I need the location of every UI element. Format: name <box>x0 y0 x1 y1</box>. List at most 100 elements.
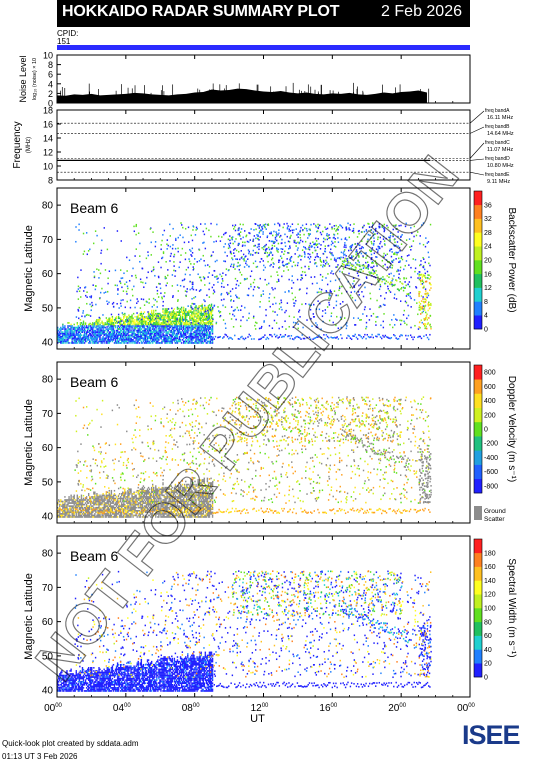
power-cell <box>179 314 182 317</box>
vel-cell <box>82 500 85 503</box>
power-cell <box>100 339 102 341</box>
power-cell <box>291 265 293 268</box>
power-cell <box>129 338 131 340</box>
power-cell <box>119 334 122 337</box>
power-cell <box>284 241 286 244</box>
power-cell <box>144 340 147 343</box>
power-cell <box>162 300 164 303</box>
power-cell <box>124 323 126 326</box>
power-cell <box>149 320 152 323</box>
power-cell <box>150 323 153 326</box>
power-cell <box>273 296 276 299</box>
power-cell <box>407 334 409 337</box>
power-cell <box>378 333 381 336</box>
power-cell <box>150 319 153 321</box>
power-cell <box>194 308 196 310</box>
power-cell <box>98 316 100 319</box>
power-cell <box>156 322 158 324</box>
power-cell <box>127 319 129 321</box>
power-cell <box>175 342 178 344</box>
power-cell <box>405 222 407 225</box>
power-cell <box>264 249 267 251</box>
power-cell <box>335 294 337 297</box>
power-cell <box>279 333 282 336</box>
vel-cell <box>89 514 91 517</box>
power-cell <box>237 309 240 312</box>
power-cell <box>181 311 184 313</box>
power-cell <box>197 335 199 338</box>
power-cell <box>224 243 227 245</box>
power-cell <box>181 312 184 315</box>
power-cell <box>317 226 320 228</box>
power-cell <box>376 256 378 258</box>
power-cell <box>209 336 212 339</box>
noise-ytick-label: 10 <box>43 51 53 61</box>
power-cell <box>255 251 258 254</box>
power-cell <box>82 329 85 332</box>
power-cell <box>417 231 419 233</box>
power-cell <box>196 314 198 317</box>
power-cell <box>383 278 385 281</box>
power-cell <box>192 312 194 315</box>
power-cell <box>409 292 412 294</box>
power-cell <box>224 333 226 336</box>
power-cell <box>87 325 90 327</box>
power-cell <box>98 332 100 335</box>
power-cell <box>348 272 350 275</box>
power-cell <box>403 277 405 279</box>
power-cell <box>423 297 426 300</box>
power-cell <box>389 266 392 269</box>
power-cell <box>99 322 101 324</box>
power-cell <box>375 335 377 338</box>
power-cell <box>116 340 119 343</box>
power-cell <box>424 245 427 248</box>
power-cell <box>414 258 417 261</box>
vel-cell <box>78 505 81 507</box>
power-cell <box>359 283 362 286</box>
power-cell <box>206 325 209 327</box>
vel-cell <box>69 506 71 509</box>
power-cell <box>400 255 403 258</box>
power-cell <box>88 334 90 336</box>
power-cell <box>119 331 122 333</box>
power-cell <box>188 241 190 243</box>
power-cell <box>157 332 159 335</box>
power-cell <box>167 315 169 318</box>
power-cell <box>65 342 67 344</box>
power-cell <box>278 224 281 227</box>
power-cell <box>169 312 171 315</box>
vel-cell <box>65 506 67 509</box>
power-cell <box>248 312 250 315</box>
vel-cell <box>94 491 96 494</box>
power-cell <box>249 239 252 241</box>
power-cell <box>208 325 211 327</box>
power-cell <box>419 309 421 311</box>
power-cell <box>124 342 126 344</box>
vel-cell <box>67 516 69 518</box>
power-cell <box>208 320 211 323</box>
power-cell <box>78 342 81 344</box>
power-cell <box>308 234 310 237</box>
power-cell <box>175 320 178 323</box>
power-cell <box>116 342 119 344</box>
power-cell <box>60 329 62 332</box>
power-cell <box>248 252 250 255</box>
power-cell <box>202 329 204 332</box>
power-cell <box>244 306 246 309</box>
power-cell <box>380 240 382 243</box>
power-ylabel-group: Magnetic Latitude <box>23 225 35 312</box>
power-cell <box>394 245 396 247</box>
power-cell <box>393 284 395 287</box>
power-cell <box>233 228 235 230</box>
power-cell <box>204 340 207 343</box>
power-cell <box>191 335 193 338</box>
power-cell <box>190 331 192 333</box>
power-cell <box>308 336 311 339</box>
power-cell <box>127 337 129 340</box>
power-cell <box>126 342 128 344</box>
power-cell <box>271 247 274 249</box>
power-cell <box>96 234 98 237</box>
power-cell <box>112 301 115 304</box>
power-cell <box>178 337 181 340</box>
power-cell <box>106 334 108 337</box>
